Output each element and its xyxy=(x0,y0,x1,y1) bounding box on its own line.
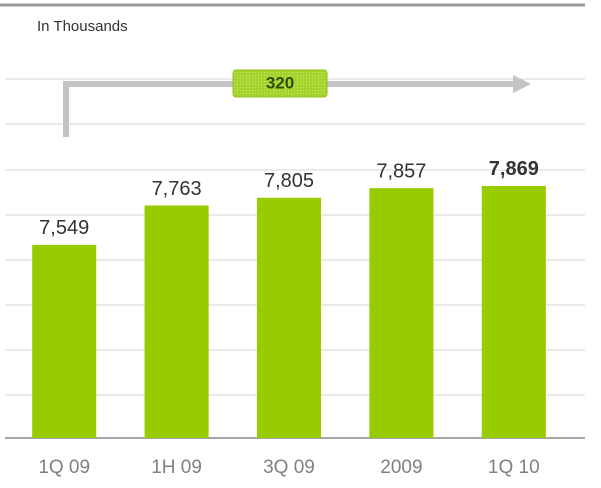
x-tick-label: 1H 09 xyxy=(151,457,202,478)
value-label: 7,805 xyxy=(264,170,314,192)
chart-subtitle: In Thousands xyxy=(37,18,128,35)
bar xyxy=(481,185,546,438)
bar xyxy=(369,188,434,438)
value-label: 7,549 xyxy=(39,217,89,239)
arrow xyxy=(63,81,515,137)
bar xyxy=(144,205,209,438)
x-tick-label: 2009 xyxy=(380,457,422,478)
x-tick-label: 3Q 09 xyxy=(263,457,315,478)
value-label: 7,763 xyxy=(152,178,202,200)
annotation-box xyxy=(232,69,328,98)
bar xyxy=(256,197,322,438)
annotation: 320 xyxy=(266,73,294,92)
x-tick-label: 1Q 10 xyxy=(488,457,540,478)
arrow-head xyxy=(513,75,531,93)
value-label: 7,857 xyxy=(376,160,426,182)
bar xyxy=(32,244,97,438)
x-tick-label: 1Q 09 xyxy=(38,457,90,478)
value-label: 7,869 xyxy=(489,158,539,180)
